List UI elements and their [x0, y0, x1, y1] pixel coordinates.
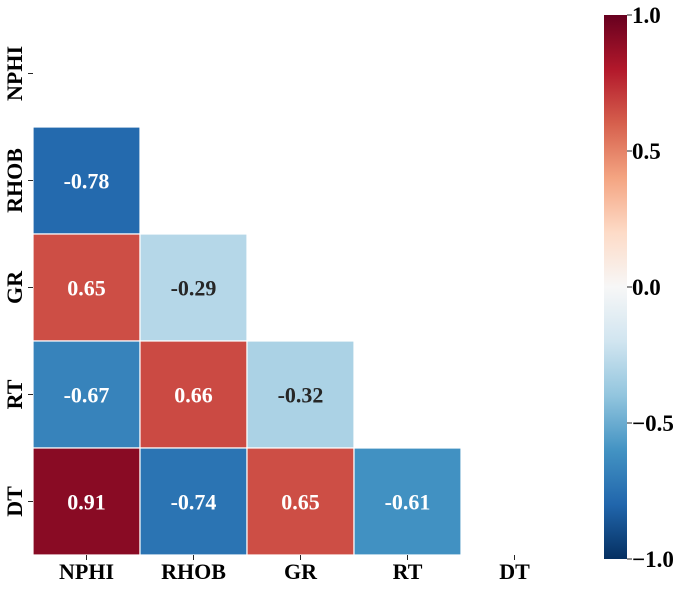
y-tick-label-dt: DT: [2, 486, 27, 517]
cell-value-dt-rhob: -0.74: [171, 490, 217, 515]
colorbar-gradient: [604, 15, 627, 559]
heatmap-cell-rt-gr: [246, 340, 355, 449]
colorbar-tick-label: 0.0: [632, 275, 661, 300]
cell-value-dt-nphi: 0.91: [67, 490, 106, 515]
cell-value-dt-gr: 0.65: [281, 490, 320, 515]
heatmap-cell-dt-rhob: [139, 447, 248, 556]
x-tick-label-rhob: RHOB: [161, 559, 226, 584]
colorbar-tick-label: −1.0: [632, 547, 674, 572]
colorbar: 1.0 0.5 0.0 −0.5 −1.0: [604, 3, 674, 572]
heatmap-cell-rt-nphi: [32, 340, 141, 449]
x-tick-label-dt: DT: [499, 559, 530, 584]
x-tick-label-nphi: NPHI: [59, 559, 114, 584]
cell-value-gr-rhob: -0.29: [171, 276, 217, 301]
x-axis: NPHI RHOB GR RT DT: [59, 555, 530, 584]
x-tick-label-rt: RT: [393, 559, 423, 584]
colorbar-tick-label: 1.0: [632, 3, 661, 28]
y-axis: NPHI RHOB GR RT DT: [2, 46, 33, 517]
cell-value-gr-nphi: 0.65: [67, 276, 106, 301]
y-tick-label-gr: GR: [2, 270, 27, 304]
y-tick-label-nphi: NPHI: [2, 46, 27, 101]
cell-value-rt-rhob: 0.66: [174, 383, 213, 408]
heatmap-cell-gr-nphi: [32, 233, 141, 342]
heatmap-cell-labels: -0.78 0.65 -0.29 -0.67 0.66 -0.32 0.91 -0.74 0.6…: [64, 169, 431, 515]
heatmap-cell-dt-rt: [353, 447, 462, 556]
colorbar-tick-label: −0.5: [632, 411, 674, 436]
heatmap-cell-gr-rhob: [139, 233, 248, 342]
cell-value-dt-rt: -0.61: [385, 490, 431, 515]
x-tick-label-gr: GR: [284, 559, 318, 584]
cell-value-rt-nphi: -0.67: [64, 383, 110, 408]
cell-value-rhob-nphi: -0.78: [64, 169, 110, 194]
cell-value-rt-gr: -0.32: [278, 383, 324, 408]
heatmap-cell-rt-rhob: [139, 340, 248, 449]
heatmap-cell-rhob-nphi: [32, 126, 141, 235]
colorbar-tick-label: 0.5: [632, 139, 661, 164]
y-tick-label-rt: RT: [2, 379, 27, 409]
heatmap-cells: [32, 126, 462, 556]
y-tick-label-rhob: RHOB: [2, 148, 27, 213]
